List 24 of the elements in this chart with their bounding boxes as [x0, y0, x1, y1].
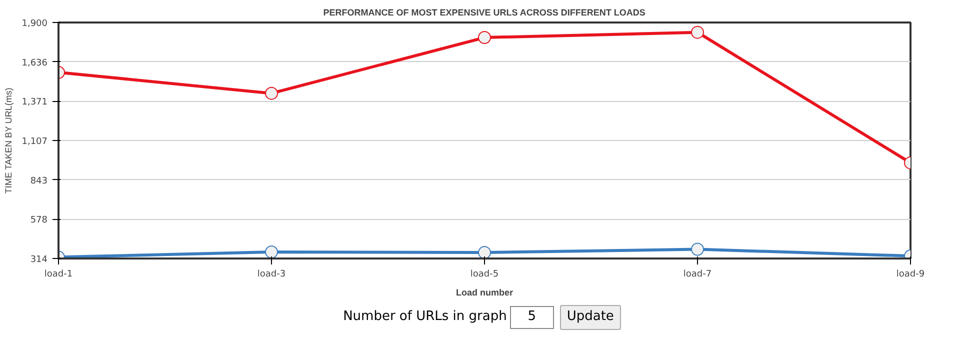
y-tick-label: 1,371 [22, 98, 48, 108]
y-tick-label: 1,900 [22, 19, 48, 29]
x-axis-title: Load number [456, 288, 514, 298]
y-tick-label: 314 [30, 255, 48, 265]
point [478, 246, 491, 258]
x-tick-label: load-1 [44, 270, 73, 280]
x-tick-label: load-5 [470, 270, 499, 280]
point [691, 242, 704, 256]
y-tick-label: 1,107 [22, 137, 48, 147]
text: 5 [510, 306, 554, 329]
y-tick-label: 1,636 [22, 58, 48, 68]
point [265, 245, 278, 258]
point [478, 31, 491, 44]
chart-title: PERFORMANCE OF MOST EXPENSIVE URLS ACROSS DIFFERENT LOADS [323, 8, 646, 18]
y-tick-label: 578 [30, 216, 48, 226]
x-tick-label: load-3 [257, 270, 286, 280]
y-axis-title: TIME TAKEN BY URL(ms) [4, 88, 14, 194]
x-tick-label: load-7 [683, 270, 712, 280]
x-tick-label: load-9 [896, 270, 925, 280]
y-tick-label: 843 [30, 176, 48, 186]
point [691, 26, 704, 39]
text: Number of URLs in graph [343, 309, 507, 324]
text: Update [560, 305, 621, 330]
point [265, 86, 278, 100]
